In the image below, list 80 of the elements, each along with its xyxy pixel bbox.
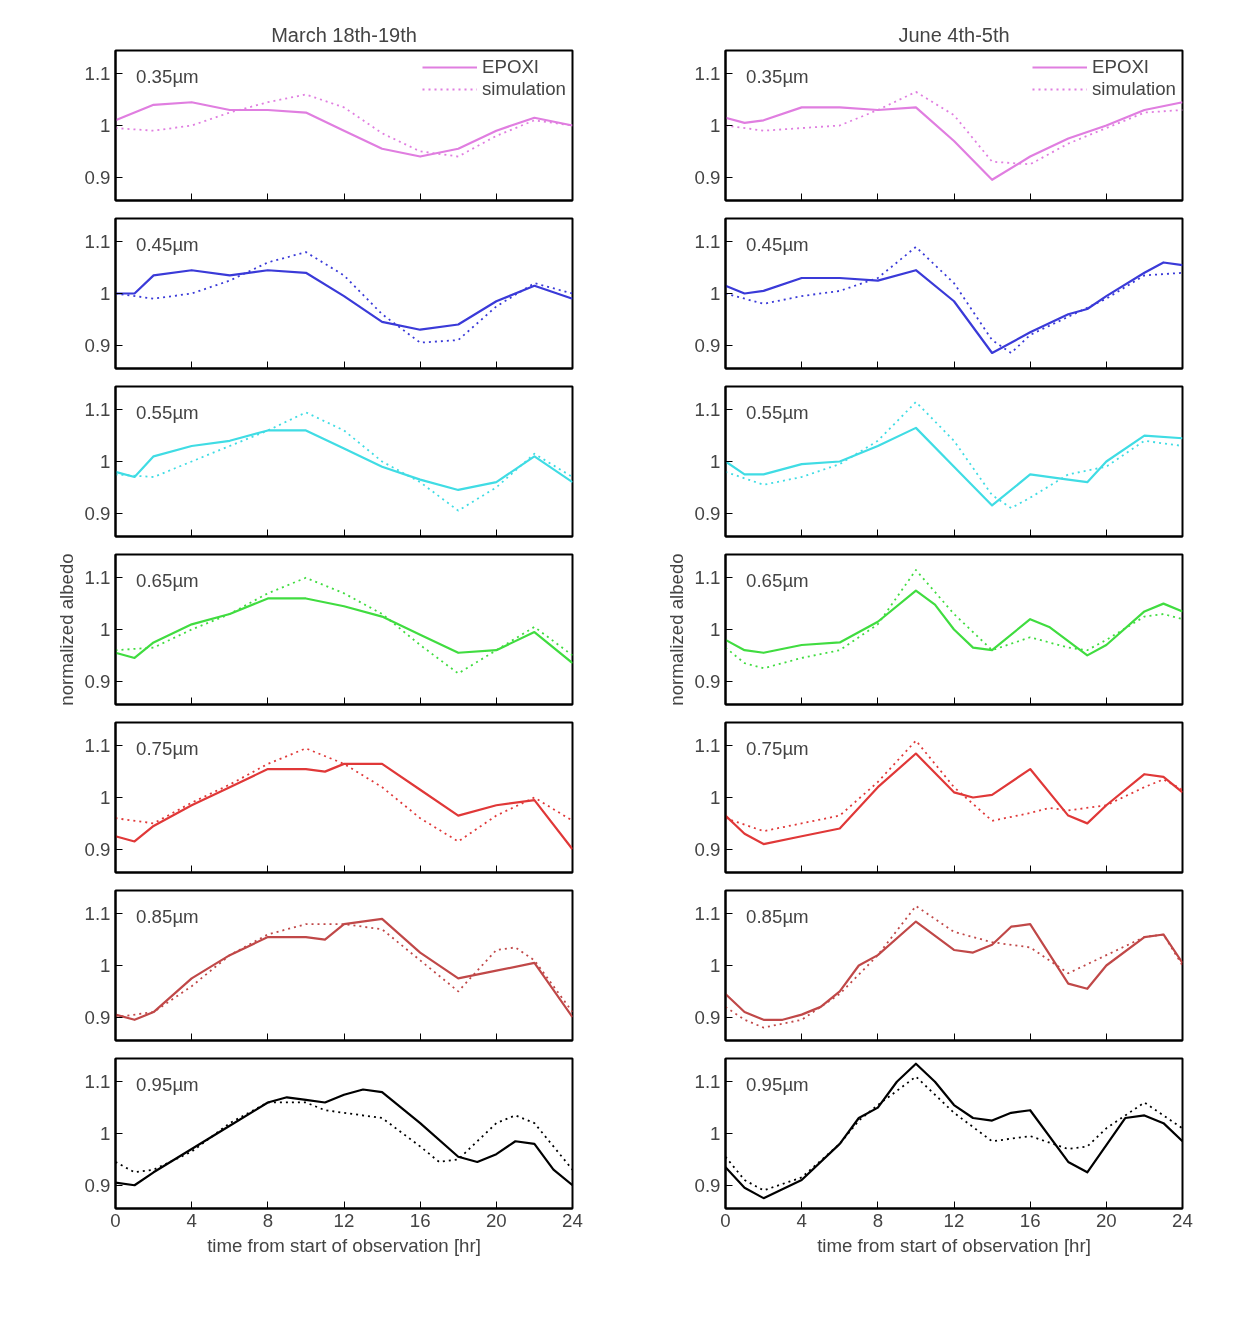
y-tick-label: 0.9 bbox=[84, 334, 111, 356]
y-tick-label: 0.9 bbox=[694, 1174, 721, 1196]
y-tick-label: 1 bbox=[710, 955, 721, 976]
annotation: 0.55µm bbox=[746, 401, 809, 423]
x-tick-label: 24 bbox=[1172, 1209, 1193, 1231]
y-tick-label: 1 bbox=[710, 619, 721, 640]
x-tick-label: 4 bbox=[796, 1209, 807, 1231]
x-tick-label: 20 bbox=[485, 1209, 507, 1231]
y-tick-label: 1.1 bbox=[84, 63, 111, 85]
y-tick-label: 0.9 bbox=[694, 1006, 721, 1028]
y-tick-label: 0.9 bbox=[694, 838, 721, 860]
y-tick-label: 1 bbox=[100, 115, 111, 136]
y-tick-label: 1.1 bbox=[694, 231, 721, 253]
y-tick-label: 1 bbox=[100, 451, 111, 472]
y-tick-label: 1.1 bbox=[694, 903, 721, 925]
x-tick-label: 8 bbox=[262, 1209, 274, 1231]
annotation: 0.55µm bbox=[136, 401, 199, 423]
x-tick-label: 0 bbox=[720, 1209, 731, 1231]
y-tick-label: 1.1 bbox=[694, 399, 721, 421]
x-tick-label: 16 bbox=[409, 1209, 431, 1231]
x-tick-label: 12 bbox=[333, 1209, 355, 1231]
y-tick-label: 0.9 bbox=[84, 1174, 111, 1196]
annotation: 0.75µm bbox=[746, 737, 809, 759]
legend-label: EPOXI bbox=[1092, 56, 1150, 78]
annotation: 0.85µm bbox=[746, 905, 809, 927]
y-tick-label: 1 bbox=[100, 955, 111, 976]
y-tick-label: 0.9 bbox=[84, 166, 111, 188]
x-tick-label: 16 bbox=[1019, 1209, 1041, 1231]
annotation: 0.45µm bbox=[136, 233, 199, 255]
y-tick-label: 1.1 bbox=[84, 399, 111, 421]
y-tick-label: 0.9 bbox=[694, 502, 721, 524]
y-tick-label: 0.9 bbox=[84, 670, 111, 692]
y-tick-label: 1.1 bbox=[694, 735, 721, 757]
x-axis-title: time from start of observation [hr] bbox=[207, 1234, 481, 1256]
annotation: 0.85µm bbox=[136, 905, 199, 927]
y-tick-label: 0.9 bbox=[84, 502, 111, 524]
annotation: 0.75µm bbox=[136, 737, 199, 759]
legend-label: EPOXI bbox=[482, 56, 540, 78]
y-tick-label: 1.1 bbox=[84, 1071, 111, 1093]
y-tick-label: 1 bbox=[710, 283, 721, 304]
y-tick-label: 1 bbox=[710, 787, 721, 808]
x-tick-label: 8 bbox=[872, 1209, 884, 1231]
y-tick-label: 0.9 bbox=[694, 166, 721, 188]
annotation: 0.65µm bbox=[746, 569, 809, 591]
y-tick-label: 0.9 bbox=[694, 670, 721, 692]
y-tick-label: 0.9 bbox=[84, 838, 111, 860]
legend-label: simulation bbox=[1092, 78, 1176, 100]
y-tick-label: 1 bbox=[100, 787, 111, 808]
chart-title: March 18th-19th bbox=[271, 23, 417, 46]
chart-title: June 4th-5th bbox=[898, 23, 1010, 46]
legend-label: simulation bbox=[482, 78, 566, 100]
annotation: 0.35µm bbox=[136, 65, 199, 87]
y-tick-label: 1.1 bbox=[84, 735, 111, 757]
y-tick-label: 0.9 bbox=[694, 334, 721, 356]
x-tick-label: 12 bbox=[943, 1209, 965, 1231]
y-tick-label: 1.1 bbox=[694, 567, 721, 589]
y-tick-label: 1 bbox=[100, 1123, 111, 1144]
x-tick-label: 4 bbox=[186, 1209, 197, 1231]
y-tick-label: 1.1 bbox=[84, 567, 111, 589]
y-tick-label: 1.1 bbox=[694, 1071, 721, 1093]
y-tick-label: 1 bbox=[710, 451, 721, 472]
annotation: 0.45µm bbox=[746, 233, 809, 255]
y-axis-title: normalized albedo bbox=[665, 553, 687, 706]
x-tick-label: 20 bbox=[1095, 1209, 1117, 1231]
annotation: 0.35µm bbox=[746, 65, 809, 87]
x-tick-label: 0 bbox=[110, 1209, 121, 1231]
annotation: 0.65µm bbox=[136, 569, 199, 591]
y-tick-label: 1 bbox=[100, 283, 111, 304]
x-axis-title: time from start of observation [hr] bbox=[817, 1234, 1091, 1256]
y-tick-label: 1.1 bbox=[84, 903, 111, 925]
y-tick-label: 1 bbox=[710, 115, 721, 136]
y-axis-title: normalized albedo bbox=[55, 553, 77, 706]
y-tick-label: 1.1 bbox=[694, 63, 721, 85]
x-tick-label: 24 bbox=[562, 1209, 583, 1231]
y-tick-label: 0.9 bbox=[84, 1006, 111, 1028]
y-tick-label: 1 bbox=[100, 619, 111, 640]
annotation: 0.95µm bbox=[136, 1073, 199, 1095]
annotation: 0.95µm bbox=[746, 1073, 809, 1095]
y-tick-label: 1.1 bbox=[84, 231, 111, 253]
y-tick-label: 1 bbox=[710, 1123, 721, 1144]
